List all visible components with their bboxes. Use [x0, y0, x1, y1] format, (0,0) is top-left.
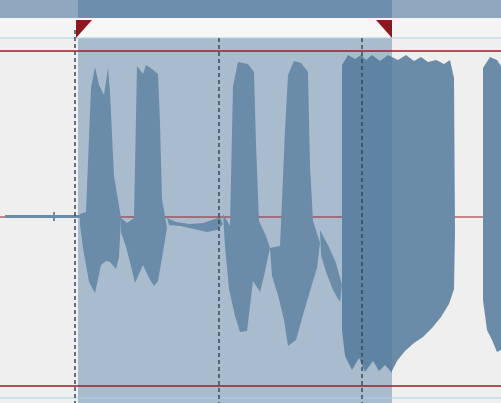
wave-edge-fragment: [483, 57, 501, 352]
silence-tick: [53, 212, 55, 221]
triangle-marker-icon[interactable]: [376, 20, 392, 38]
ruler-selected-range[interactable]: [78, 0, 392, 18]
wave-dense-section: [342, 55, 392, 373]
triangle-marker-icon[interactable]: [76, 20, 92, 38]
wave-tail-2: [320, 230, 342, 302]
silence-baseline: [5, 215, 80, 218]
wave-burst-1: [80, 67, 121, 293]
wave-burst-4: [270, 61, 320, 346]
wave-burst-3: [223, 62, 270, 332]
wave-dense-section-right: [392, 55, 455, 371]
wave-tail-1: [167, 217, 223, 232]
wave-burst-2: [121, 65, 167, 286]
selection-gap: [78, 18, 392, 38]
audio-waveform[interactable]: [5, 55, 501, 373]
